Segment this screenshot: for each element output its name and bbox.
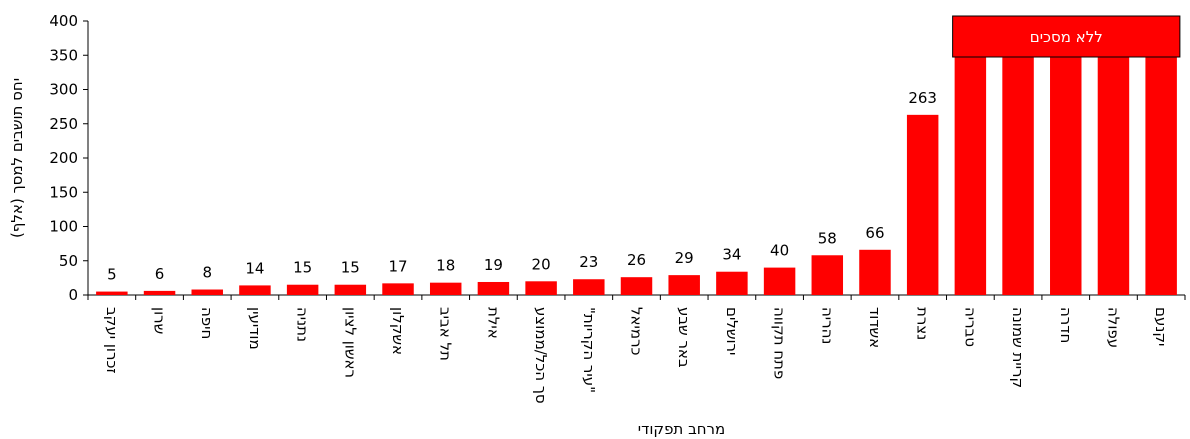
category-label: פתח תקווה (771, 307, 789, 379)
data-label: 14 (245, 259, 264, 277)
bar (716, 271, 748, 295)
data-label: 15 (341, 259, 360, 277)
category-label: חדרה (1057, 307, 1075, 343)
y-tick-label: 400 (49, 12, 78, 30)
category-label: טבריה (961, 307, 979, 347)
bar (811, 255, 844, 295)
category-label: יקנעם (1152, 307, 1170, 346)
category-label: ירושלים (723, 307, 741, 355)
data-label: 263 (908, 89, 937, 107)
bar (525, 281, 557, 295)
category-label: נצרת (914, 307, 932, 340)
x-axis-title: מרחב תפקודי (638, 420, 725, 438)
y-tick-label: 200 (49, 149, 78, 167)
data-label: 66 (865, 224, 884, 242)
bar (1050, 55, 1082, 295)
data-label: 40 (770, 242, 789, 260)
bar (382, 283, 414, 295)
category-label: אשקלון (389, 307, 407, 355)
data-label: 19 (484, 256, 503, 274)
data-label: 29 (675, 249, 694, 267)
category-labels: זכרון יעקב שרון חיפה מודיעין נתניה ראשון לציו… (103, 307, 1170, 404)
category-label: חיפה (198, 307, 216, 339)
data-label: 8 (202, 264, 212, 282)
data-label: 23 (579, 253, 598, 271)
no-screens-annotation: ללא מסכים (1030, 28, 1103, 46)
category-label: תל אביב (437, 307, 455, 361)
category-label: שרון (151, 307, 169, 334)
y-tick-label: 300 (49, 81, 78, 99)
data-label: 5 (107, 266, 117, 284)
y-tick-label: 150 (49, 183, 78, 201)
no-screens-banner-box (952, 15, 1181, 58)
bars (96, 55, 1177, 295)
data-label: 18 (436, 257, 455, 275)
y-axis: 0 50 100 150 200 250 300 350 400 (49, 12, 89, 304)
bar (286, 284, 319, 295)
bar (429, 282, 462, 295)
data-label: 26 (627, 251, 646, 269)
bar (620, 277, 653, 295)
bar (1097, 55, 1130, 295)
category-label: אילת (484, 307, 502, 339)
bar (1002, 55, 1034, 295)
y-axis-title: יחס תושבים למסך (אלף) (8, 78, 26, 238)
category-label: עפולה (1104, 307, 1122, 348)
y-tick-label: 100 (49, 218, 78, 236)
bar (334, 284, 367, 295)
category-label: מודיעין (246, 307, 264, 350)
category-label: ראשון לציון (341, 307, 359, 378)
bar (954, 55, 987, 295)
bar (191, 289, 223, 295)
bar (573, 279, 605, 295)
category-label: כרמיאל (628, 307, 646, 356)
bar (906, 114, 939, 295)
category-label: קריית שמונה (1009, 307, 1027, 388)
category-label: נתניה (294, 307, 312, 342)
category-label: "עיר הקריות" (580, 307, 598, 393)
category-label: זכרון יעקב (103, 307, 121, 374)
data-label: 34 (722, 246, 741, 264)
category-label: אשדוד (866, 307, 884, 348)
y-tick-label: 350 (49, 46, 78, 64)
category-label: נהריה (818, 307, 836, 344)
data-label: 58 (818, 229, 837, 247)
bar (763, 267, 796, 295)
data-label: 6 (155, 265, 165, 283)
y-tick-label: 0 (68, 286, 78, 304)
bar (477, 281, 510, 295)
category-label: באר שבע (675, 307, 693, 368)
bar (96, 291, 128, 295)
y-tick-label: 50 (59, 252, 78, 270)
bar (1145, 55, 1177, 295)
data-label: 15 (293, 259, 312, 277)
bar (859, 249, 891, 295)
bar (239, 285, 271, 295)
y-tick-label: 250 (49, 115, 78, 133)
bar (143, 290, 176, 295)
data-labels: 5 6 8 14 15 15 17 18 19 20 23 26 29 34 40 58 66 263 (107, 89, 937, 284)
bar (668, 275, 700, 295)
data-label: 17 (388, 257, 407, 275)
x-axis (87, 294, 1186, 300)
data-label: 20 (532, 255, 551, 273)
category-label: סך הכל/ממוצע (532, 307, 550, 404)
no-screens-banner: ללא מסכים (952, 15, 1181, 58)
